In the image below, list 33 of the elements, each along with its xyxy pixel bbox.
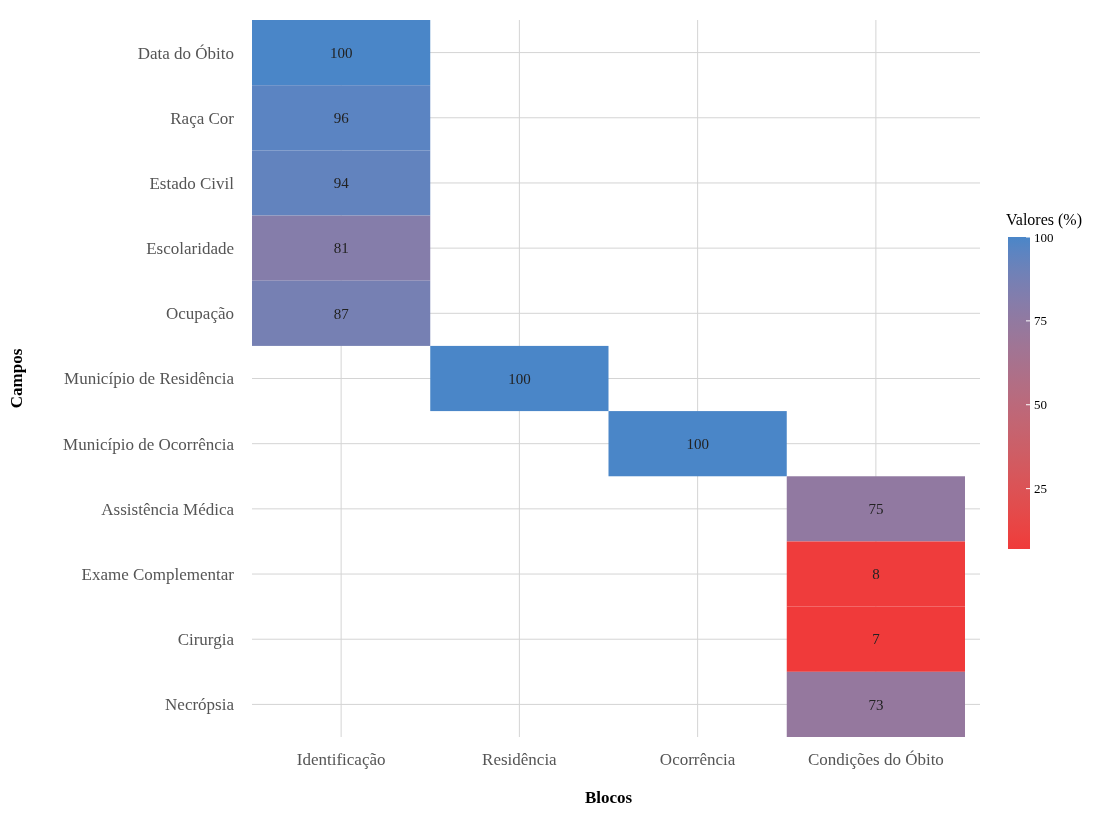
y-tick-label: Necrópsia — [165, 695, 235, 715]
color-bar-label: 75 — [1034, 313, 1047, 329]
y-tick-label: Ocupação — [166, 304, 234, 324]
y-tick-label: Cirurgia — [177, 630, 235, 650]
color-bar-label: 25 — [1034, 481, 1047, 497]
data-label: 8 — [872, 566, 880, 583]
y-axis-title: Campos — [7, 348, 26, 409]
data-label: 100 — [686, 435, 709, 452]
y-tick-label: Data do Óbito — [137, 43, 234, 63]
data-label: 96 — [333, 110, 350, 127]
color-bar-title: Valores (%) — [1006, 211, 1082, 229]
y-tick-label: Exame Complementar — [81, 565, 235, 584]
x-axis-title: Blocos — [584, 788, 633, 807]
y-tick-label: Município de Residência — [64, 369, 235, 389]
data-label: 87 — [333, 305, 350, 322]
y-tick-label: Município de Ocorrência — [63, 434, 235, 454]
color-bar-label: 50 — [1034, 397, 1047, 413]
data-label: 73 — [868, 696, 884, 713]
y-tick-label: Escolaridade — [146, 239, 234, 259]
x-tick-label: Residência — [482, 750, 558, 769]
x-tick-label: Ocorrência — [659, 750, 736, 769]
data-label: 100 — [508, 370, 531, 387]
data-label: 100 — [329, 44, 353, 61]
y-tick-label: Raça Cor — [170, 108, 235, 128]
color-bar-label: 100 — [1034, 229, 1054, 245]
data-label: 7 — [872, 631, 881, 648]
y-tick-label: Estado Civil — [149, 173, 235, 193]
x-tick-label: Identificação — [296, 750, 386, 769]
data-label: 94 — [333, 175, 350, 192]
y-tick-label: Assistência Médica — [101, 499, 235, 519]
data-label: 75 — [868, 501, 884, 518]
x-tick-label: Condições do Óbito — [807, 750, 944, 769]
data-label: 81 — [333, 240, 349, 257]
